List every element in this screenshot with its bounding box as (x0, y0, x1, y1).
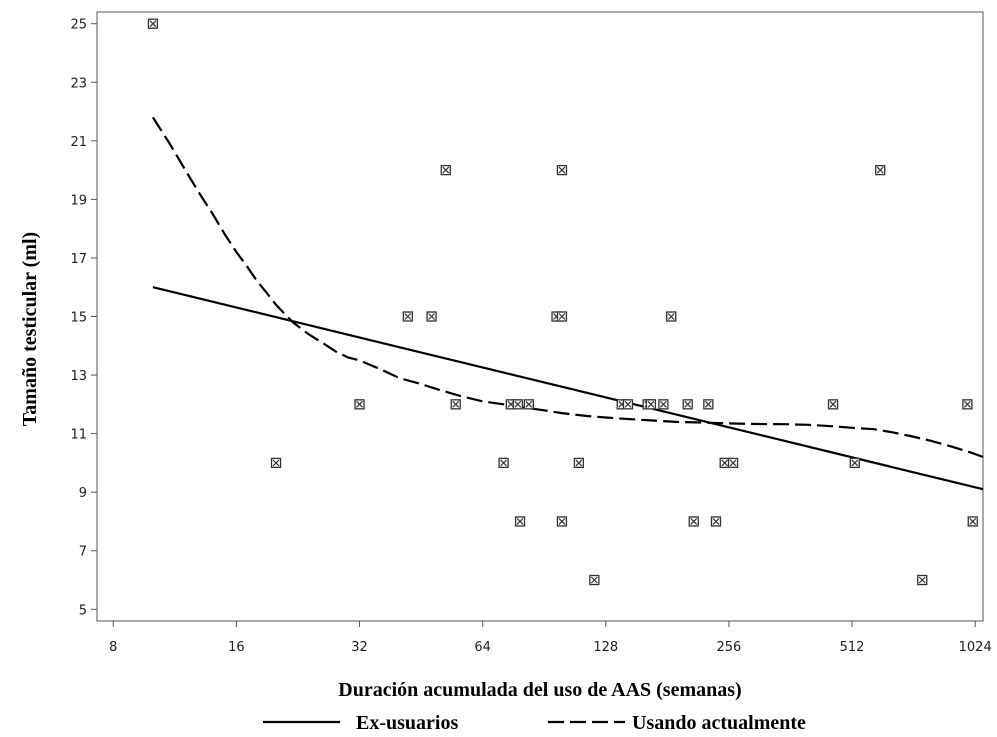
data-point (849, 457, 860, 469)
data-point (875, 164, 886, 176)
data-point (622, 399, 634, 410)
x-tick-label: 8 (109, 640, 117, 655)
data-point (556, 311, 568, 322)
y-tick-label: 7 (79, 545, 87, 560)
y-tick-label: 13 (70, 369, 87, 384)
x-tick-label: 16 (228, 640, 245, 655)
data-point (666, 311, 677, 322)
legend-label-ex-usuarios: Ex-usuarios (356, 712, 458, 734)
y-tick-label: 21 (70, 135, 87, 150)
data-point (440, 164, 451, 176)
data-point (450, 399, 461, 410)
data-point (645, 399, 657, 410)
data-point (512, 399, 523, 410)
data-point (658, 399, 669, 410)
data-point (710, 516, 722, 527)
y-tick-label: 9 (79, 486, 87, 501)
data-point (727, 457, 739, 469)
data-point (556, 516, 568, 527)
y-tick-label: 5 (79, 603, 87, 618)
data-point (270, 457, 282, 469)
data-point (402, 311, 413, 322)
data-point (556, 164, 568, 176)
x-tick-label: 128 (593, 640, 618, 655)
data-point (967, 516, 978, 527)
y-tick-label: 23 (70, 76, 87, 91)
x-tick-label: 1024 (959, 640, 992, 655)
data-point (426, 311, 437, 322)
x-axis: 8 16 32 64 128 256 512 1024 (109, 621, 992, 655)
data-point (962, 399, 973, 410)
data-point (354, 399, 365, 410)
data-point (147, 18, 159, 29)
data-point (917, 574, 928, 586)
data-point (514, 516, 526, 527)
series-line-usando-actualmente (151, 116, 984, 459)
y-tick-label: 25 (70, 18, 87, 33)
x-axis-title: Duración acumulada del uso de AAS (seman… (338, 679, 741, 701)
y-tick-label: 19 (70, 193, 87, 208)
x-tick-label: 512 (840, 640, 865, 655)
y-axis-title: Tamaño testicular (ml) (19, 232, 41, 426)
data-point (498, 457, 509, 469)
legend: Ex-usuarios Usando actualmente (263, 712, 806, 734)
x-tick-label: 32 (351, 640, 368, 655)
data-point (682, 399, 693, 410)
data-points (147, 18, 978, 586)
data-point (573, 457, 585, 469)
legend-label-usando-actualmente: Usando actualmente (632, 712, 806, 734)
fit-lines (151, 116, 984, 491)
data-point (719, 457, 730, 469)
x-tick-label: 64 (474, 640, 491, 655)
y-tick-label: 17 (70, 252, 87, 267)
y-tick-label: 11 (70, 428, 87, 443)
data-point (703, 399, 714, 410)
x-tick-label: 256 (717, 640, 742, 655)
y-tick-label: 15 (70, 311, 87, 326)
data-point (589, 574, 600, 586)
plot-frame (96, 11, 984, 622)
data-point (688, 516, 699, 527)
y-axis: 5 7 9 11 13 15 17 19 21 23 25 (70, 18, 97, 618)
data-point (827, 399, 839, 410)
data-point (523, 399, 534, 410)
